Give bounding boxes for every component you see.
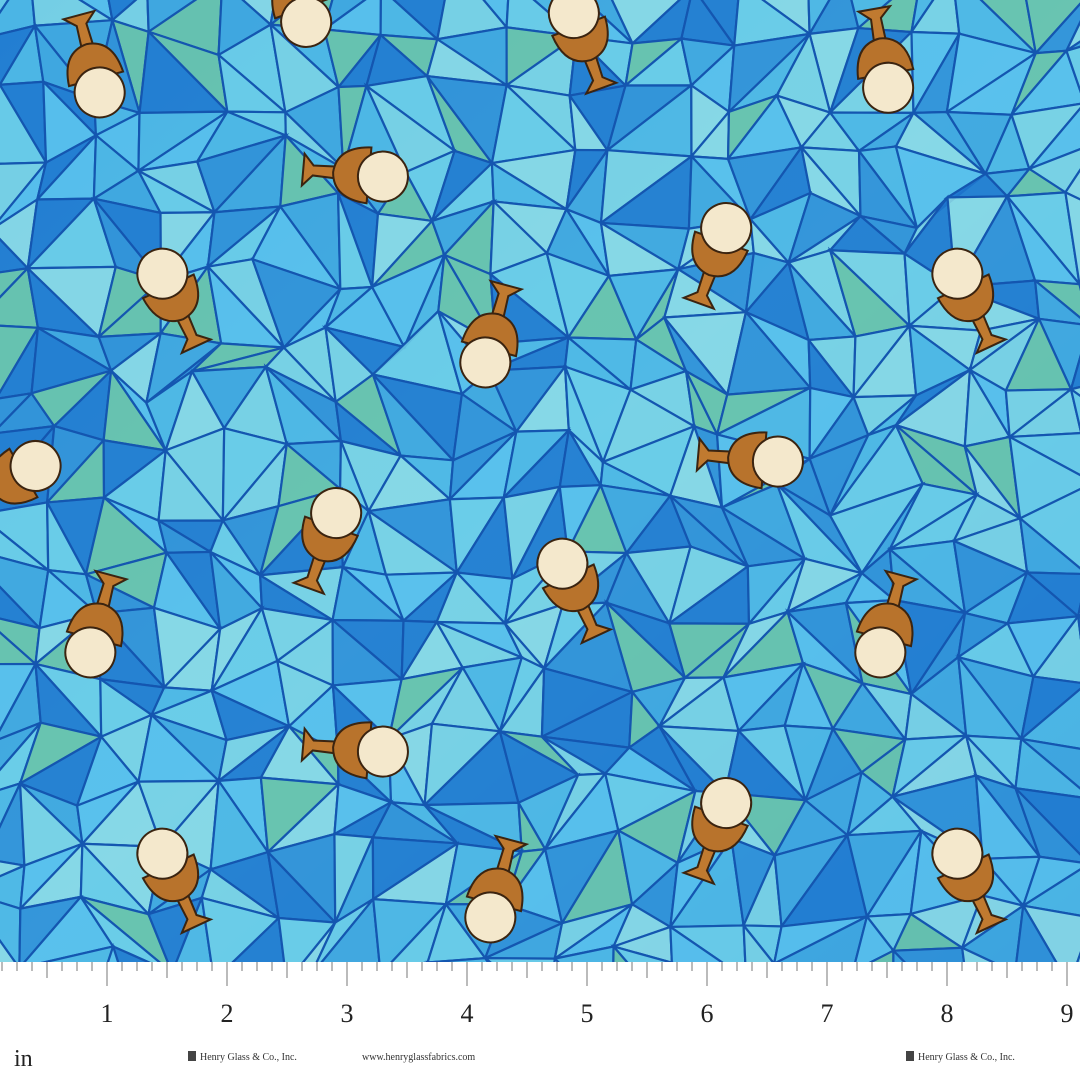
chalice — [300, 146, 409, 205]
glass-pane — [553, 956, 560, 962]
chalice — [855, 4, 915, 114]
glass-pane — [1065, 40, 1080, 52]
ruler-unit: in — [14, 1046, 33, 1072]
chalice-motifs — [0, 0, 1009, 944]
glass-pane — [1069, 386, 1080, 433]
glass-pane — [669, 924, 724, 962]
chalice — [271, 0, 333, 48]
glass-pane — [612, 943, 629, 962]
chalice — [680, 202, 753, 311]
ruler-number: 2 — [221, 999, 234, 1028]
glass-pane — [552, 945, 615, 962]
glass-pane — [106, 942, 120, 962]
glass-pane — [484, 957, 492, 962]
host — [459, 336, 512, 389]
chalice — [547, 0, 620, 96]
chalice — [854, 569, 920, 679]
host — [464, 891, 517, 944]
glass-pane — [0, 938, 17, 962]
host — [700, 202, 753, 255]
glass-pane — [1065, 45, 1080, 94]
host — [136, 827, 189, 880]
glass-pane — [868, 948, 895, 962]
glass-pane — [1069, 354, 1080, 391]
ruler-number: 6 — [701, 999, 714, 1028]
chalice — [136, 827, 214, 935]
host — [310, 487, 363, 540]
host — [280, 0, 333, 48]
host — [854, 626, 907, 679]
host — [862, 61, 915, 114]
chalice — [931, 827, 1009, 935]
glass-pane — [1063, 168, 1080, 201]
chalice — [136, 247, 214, 355]
brand: Henry Glass & Co., Inc. — [200, 1052, 297, 1063]
host — [9, 440, 62, 492]
glass-pane — [610, 944, 674, 962]
chalice — [0, 440, 62, 523]
glass-pane — [0, 237, 31, 274]
host — [64, 626, 117, 679]
glass-pane — [742, 922, 775, 962]
host — [751, 435, 804, 488]
chalice — [300, 721, 409, 780]
chalice — [680, 777, 753, 886]
chalice — [931, 247, 1009, 355]
glass-pane — [482, 957, 556, 962]
glass-pane — [960, 945, 996, 962]
brand: Henry Glass & Co., Inc. — [918, 1052, 1015, 1063]
chalice — [64, 569, 130, 679]
chalice — [459, 279, 525, 389]
glass-pane — [1076, 951, 1080, 962]
glass-pane — [1063, 190, 1080, 287]
ruler-number: 9 — [1061, 999, 1074, 1028]
glass-pane — [423, 956, 490, 962]
chalice — [695, 431, 804, 490]
ruler-number: 3 — [341, 999, 354, 1028]
website: www.henryglassfabrics.com — [362, 1052, 475, 1063]
ruler-number: 1 — [101, 999, 114, 1028]
host — [931, 827, 984, 880]
glass-pane — [40, 944, 115, 962]
host — [931, 247, 984, 300]
ruler-number: 4 — [461, 999, 474, 1028]
chalice — [464, 834, 530, 944]
glass-pane — [1015, 902, 1058, 962]
ruler-number: 8 — [941, 999, 954, 1028]
chalice — [60, 9, 126, 119]
host — [547, 0, 600, 40]
host — [700, 777, 753, 830]
chalice — [290, 487, 363, 596]
host — [536, 537, 589, 590]
selvage — [0, 962, 1080, 1080]
ruler-number: 7 — [821, 999, 834, 1028]
glass-pane — [892, 947, 906, 962]
chalice — [536, 537, 614, 645]
glass-pane — [111, 944, 151, 962]
logo — [906, 1051, 914, 1061]
host — [356, 725, 409, 778]
ruler: 1 2 3 4 5 6 7 8 9 — [1, 962, 1074, 1028]
logo — [188, 1051, 196, 1061]
glass-pane — [890, 946, 966, 962]
host — [73, 66, 126, 119]
host — [356, 150, 409, 203]
host — [136, 247, 189, 300]
ruler-number: 5 — [581, 999, 594, 1028]
